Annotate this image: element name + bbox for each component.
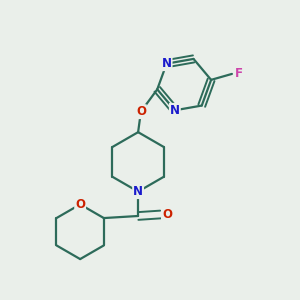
Text: F: F [235,68,242,80]
Text: N: N [133,185,143,198]
Text: O: O [136,105,146,118]
Text: N: N [170,104,180,117]
Text: O: O [162,208,172,221]
Text: O: O [75,198,85,211]
Text: N: N [162,57,172,70]
